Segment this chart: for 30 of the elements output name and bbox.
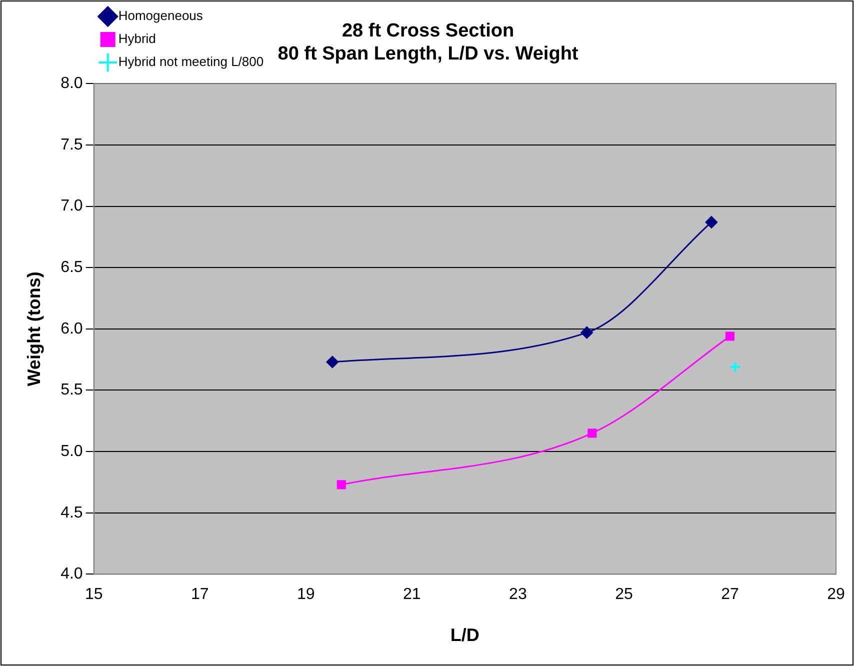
point (336, 480, 346, 490)
y-tick-label: 7.0 (60, 198, 83, 215)
y-tick-label: 6.5 (60, 258, 83, 276)
y-tick-label: 4.0 (60, 566, 83, 583)
legend-label: Hybrid not meeting L/800 (118, 54, 264, 70)
x-axis-title: L/D (450, 625, 480, 646)
y-tick-label: 6.0 (60, 320, 83, 338)
y-tick-label: 5.5 (60, 382, 83, 399)
y-axis-title: Weight (tons) (24, 272, 44, 386)
point (326, 356, 338, 368)
y-tick-label: 8.0 (60, 75, 83, 92)
x-tick-label: 25 (615, 586, 633, 604)
legend-label: Hybrid (118, 31, 156, 46)
point (588, 428, 597, 438)
x-tick-label: 19 (296, 586, 315, 604)
y-tick-label: 4.5 (60, 504, 83, 522)
x-tick-label: 17 (190, 586, 209, 604)
x-tick-label: 23 (509, 586, 527, 604)
x-tick-label: 15 (84, 586, 103, 604)
x-tick-label: 21 (403, 586, 421, 604)
x-tick-label: 29 (827, 586, 845, 604)
chart-title: 28 ft Cross Section 80 ft Span Length, L/D vs. Weight (278, 20, 579, 64)
point (705, 216, 718, 228)
point (725, 332, 735, 341)
x-tick-label: 27 (721, 586, 739, 604)
y-tick-label: 5.0 (60, 442, 83, 460)
point (729, 360, 742, 373)
point (580, 326, 593, 339)
legend-label: Homogeneous (118, 8, 204, 24)
y-tick-label: 7.5 (60, 136, 83, 154)
